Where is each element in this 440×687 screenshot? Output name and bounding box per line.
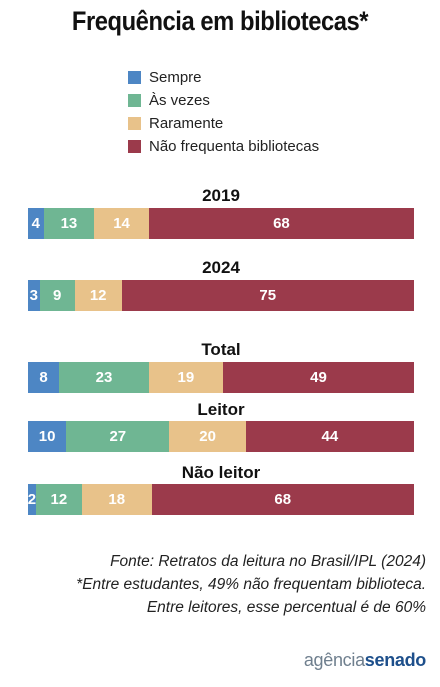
legend-swatch [128, 117, 141, 130]
bar-segment: 23 [59, 362, 149, 393]
stacked-bar: 2 12 18 68 [28, 484, 414, 515]
legend-item: Raramente [128, 112, 319, 135]
bar-segment: 44 [245, 421, 414, 452]
data-label: 9 [53, 287, 62, 304]
data-label: 75 [259, 287, 277, 304]
stacked-bar: 10 27 20 44 [28, 421, 414, 452]
category-label: 2024 [202, 258, 240, 277]
data-label: 4 [31, 215, 40, 232]
source-note: Fonte: Retratos da leitura no Brasil/IPL… [110, 553, 426, 570]
legend-item: Não frequenta bibliotecas [128, 135, 319, 158]
agencia-senado-logo: agênciasenado [304, 650, 426, 671]
legend-label: Às vezes [149, 92, 210, 109]
data-label: 44 [321, 428, 339, 445]
bar-segment: 75 [121, 280, 414, 311]
bar-segment: 68 [148, 208, 414, 239]
bar-segment: 2 [28, 484, 36, 515]
bar-segment: 49 [222, 362, 414, 393]
legend-label: Raramente [149, 115, 224, 132]
bar-segment: 68 [151, 484, 414, 515]
chart-title: Frequência em bibliotecas* [71, 6, 369, 36]
data-label: 13 [60, 215, 78, 232]
data-label: 23 [95, 369, 113, 386]
logo-part-2: senado [364, 650, 427, 670]
data-label: 49 [310, 369, 327, 386]
data-label: 18 [108, 491, 126, 508]
data-label: 12 [89, 287, 107, 304]
data-label: 14 [113, 215, 130, 232]
category-label: Total [201, 340, 241, 359]
data-label: 27 [109, 428, 127, 445]
legend-item: Sempre [128, 66, 319, 89]
stacked-bar: 4 13 14 68 [28, 208, 414, 239]
category-label: Leitor [197, 400, 245, 419]
data-label: 68 [274, 491, 292, 508]
bar-segment: 13 [43, 208, 95, 239]
data-label: 12 [50, 491, 68, 508]
data-label: 3 [29, 287, 39, 304]
bar-segment: 12 [35, 484, 83, 515]
category-label: 2019 [202, 186, 240, 205]
data-label: 10 [38, 428, 56, 445]
logo-part-1: agência [303, 650, 365, 670]
legend-item: Às vezes [128, 89, 319, 112]
bar-segment: 19 [148, 362, 223, 393]
bar-segment: 18 [82, 484, 152, 515]
data-label: 19 [177, 369, 195, 386]
legend-swatch [128, 94, 141, 107]
data-label: 20 [199, 428, 216, 445]
bar-segment: 20 [169, 421, 246, 452]
footnote: Fonte: Retratos da leitura no Brasil/IPL… [76, 550, 426, 619]
bar-segment: 27 [66, 421, 170, 452]
bar-segment: 9 [39, 280, 75, 311]
bar-segment: 3 [28, 280, 40, 311]
legend-swatch [128, 140, 141, 153]
bar-segment: 4 [28, 208, 44, 239]
legend-label: Sempre [149, 69, 202, 86]
stacked-bar: 3 9 12 75 [28, 280, 414, 311]
bar-segment: 10 [28, 421, 67, 452]
category-label: Não leitor [181, 463, 261, 482]
data-label: 8 [39, 369, 48, 386]
footnote-line-2: *Entre estudantes, 49% não frequentam bi… [76, 576, 426, 593]
data-label: 2 [28, 491, 36, 508]
legend-swatch [128, 71, 141, 84]
bar-segment: 14 [94, 208, 149, 239]
stacked-bar: 8 23 19 49 [28, 362, 414, 393]
chart-legend: Sempre Às vezes Raramente Não frequenta bib… [128, 66, 319, 158]
bar-segment: 8 [28, 362, 60, 393]
footnote-line-3: Entre leitores, esse percentual é de 60% [146, 599, 426, 616]
legend-label: Não frequenta bibliotecas [149, 138, 320, 155]
bar-segment: 12 [74, 280, 122, 311]
data-label: 68 [273, 215, 290, 232]
